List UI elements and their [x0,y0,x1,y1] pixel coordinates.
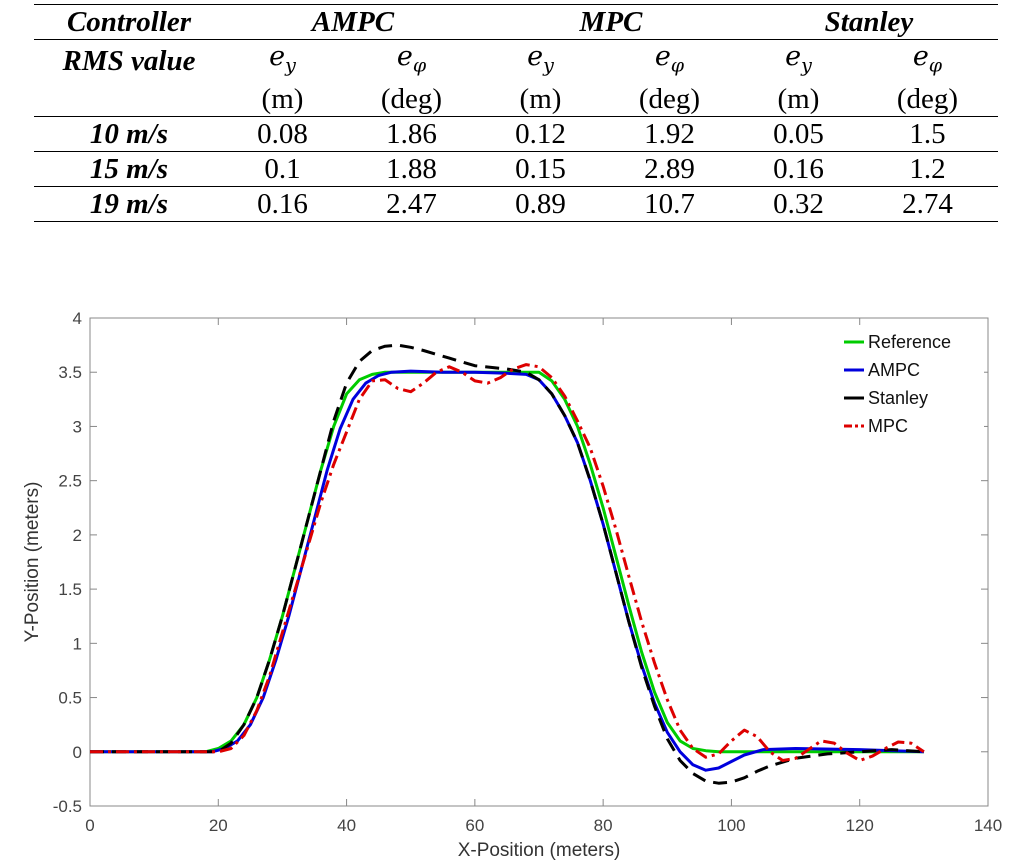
unit-cell: (deg) [380,83,443,116]
controller-name-mpc: MPC [481,4,740,40]
value-cell: 10.7 [598,186,740,223]
axis-ticks: 0 20 40 60 80 100 120 140-0.500.511.522.533.54 [53,309,1002,835]
y-tick-label: 2.5 [58,472,82,491]
legend-label: AMPC [868,360,920,380]
y-tick-label: 3 [73,417,82,436]
value-cell: 1.88 [340,151,482,187]
empty-cell [34,82,224,117]
speed-cell: 10 m/s [34,116,224,152]
value-cell: 2.89 [598,151,740,187]
legend-label: Reference [868,332,951,352]
value-cell: 0.89 [481,186,599,223]
series-line-stanley [90,343,925,785]
value-cell: 0.32 [739,186,857,223]
unit-cell: (m) [777,83,820,116]
chart-series [90,343,925,785]
rms-table: Controller AMPC MPC Stanley RMS value ey… [34,4,998,223]
unit-cell: (deg) [896,83,959,116]
ephi-symbol: eφ [856,39,998,83]
value-cell: 1.5 [856,116,998,152]
y-tick-label: -0.5 [53,797,82,816]
rms-value-header: RMS value [34,39,224,83]
y-tick-label: 3.5 [58,363,82,382]
y-tick-label: 4 [73,309,82,328]
table-header-row: Controller AMPC MPC Stanley [34,4,998,40]
legend-label: MPC [868,416,908,436]
unit-cell: (m) [519,83,562,116]
value-cell: 0.12 [481,116,599,152]
unit-cell: (m) [261,83,304,116]
value-cell: 0.16 [224,186,341,223]
y-tick-label: 1.5 [58,580,82,599]
ephi-symbol: eφ [598,39,740,83]
x-tick-label: 40 [337,816,356,835]
value-cell: 2.74 [856,186,998,223]
legend-label: Stanley [868,388,928,408]
x-axis-label: X-Position (meters) [458,840,621,861]
x-tick-label: 100 [717,816,745,835]
speed-cell: 15 m/s [34,151,224,187]
ephi-symbol: eφ [340,39,482,83]
value-cell: 1.92 [598,116,740,152]
x-tick-label: 0 [85,816,94,835]
table-row: 15 m/s 0.1 1.88 0.15 2.89 0.16 1.2 [34,151,998,187]
x-tick-label: 60 [465,816,484,835]
value-cell: 0.05 [739,116,857,152]
value-cell: 0.16 [739,151,857,187]
x-tick-label: 140 [974,816,1002,835]
x-tick-label: 80 [594,816,613,835]
value-cell: 0.15 [481,151,599,187]
controller-name-stanley: Stanley [739,4,998,40]
value-cell: 1.2 [856,151,998,187]
chart-legend: Reference AMPC Stanley MPC [838,326,984,446]
table-row: 19 m/s 0.16 2.47 0.89 10.7 0.32 2.74 [34,186,998,223]
value-cell: 0.1 [224,151,341,187]
controller-header: Controller [34,4,224,40]
table-unit-row: (m) (deg) (m) (deg) (m) (deg) [34,82,998,117]
y-tick-label: 0.5 [58,689,82,708]
y-axis-label: Y-Position (meters) [22,482,43,643]
unit-cell: (deg) [638,83,701,116]
value-cell: 1.86 [340,116,482,152]
x-tick-label: 20 [209,816,228,835]
ey-symbol: ey [739,39,857,83]
ey-symbol: ey [481,39,599,83]
value-cell: 0.08 [224,116,341,152]
y-tick-label: 1 [73,634,82,653]
ey-symbol: ey [224,39,341,83]
value-cell: 2.47 [340,186,482,223]
trajectory-chart: 0 20 40 60 80 100 120 140-0.500.511.522.533.54 … [22,309,1002,861]
table-row: 10 m/s 0.08 1.86 0.12 1.92 0.05 1.5 [34,116,998,152]
y-tick-label: 2 [73,526,82,545]
y-tick-label: 0 [73,743,82,762]
series-line-mpc [90,363,925,762]
speed-cell: 19 m/s [34,186,224,223]
table-symbol-row: RMS value ey eφ ey eφ ey eφ [34,39,998,83]
x-tick-label: 120 [846,816,874,835]
controller-name-ampc: AMPC [224,4,482,40]
